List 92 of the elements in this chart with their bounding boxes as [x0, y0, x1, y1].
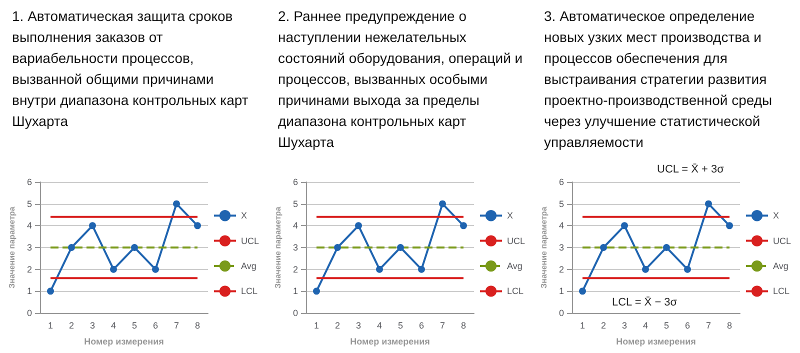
point — [89, 222, 96, 230]
y-tick-label: 5 — [558, 198, 564, 209]
point — [173, 200, 180, 208]
y-tick-label: 4 — [558, 220, 564, 231]
legend-label: Avg — [506, 261, 522, 271]
x-tick-label: 2 — [600, 320, 606, 330]
point — [194, 222, 201, 230]
point — [152, 266, 159, 273]
x-tick-label: 2 — [334, 320, 340, 330]
y-tick-label: 5 — [26, 198, 32, 209]
chart-title: 2. Раннее предупреждение о наступлении нежелательных состояний оборудования, операций и процессов, вызванных особыми причинами выхода за пределы диапазона контрольных карт Шухарта — [277, 7, 524, 152]
y-axis-title: Значение параметра — [8, 206, 17, 288]
x-axis-title: Номер измерения — [84, 336, 164, 346]
point — [110, 266, 117, 273]
legend-label: Avg — [772, 261, 788, 271]
x-tick-label: 2 — [68, 320, 74, 330]
y-tick-label: 3 — [558, 242, 564, 252]
chart-title: 1. Автоматическая защита сроков выполнения заказов от вариабельности процессов, вызванной общими причинами внутри диапазона контрольных карт Шухарта — [11, 7, 250, 131]
y-axis-title: Значение параметра — [540, 206, 549, 288]
y-tick-label: 6 — [26, 177, 32, 187]
y-tick-label: 0 — [292, 308, 298, 318]
legend-label: X — [240, 210, 248, 221]
y-tick-label: 0 — [26, 308, 32, 318]
y-tick-label: 3 — [26, 242, 32, 252]
x-tick-label: 4 — [110, 320, 116, 330]
point — [600, 244, 607, 251]
point — [68, 244, 75, 251]
x-tick-label: 7 — [174, 320, 180, 330]
y-axis-title: Значение параметра — [274, 206, 283, 288]
x-tick-label: 4 — [376, 320, 382, 330]
y-tick-label: 2 — [292, 264, 298, 274]
x-tick-label: 1 — [314, 320, 320, 330]
point — [726, 222, 733, 230]
x-tick-label: 3 — [90, 320, 96, 330]
legend-label: X — [772, 210, 780, 221]
x-tick-label: 3 — [622, 320, 628, 330]
y-tick-label: 2 — [558, 264, 564, 274]
y-tick-label: 1 — [558, 286, 564, 296]
point — [579, 288, 586, 295]
annotation: LCL = X̄ − 3σ — [612, 296, 678, 308]
y-tick-label: 4 — [26, 220, 32, 231]
x-tick-label: 8 — [726, 320, 732, 330]
point — [418, 266, 425, 273]
text: UCL = X̄ + 3σ — [657, 162, 724, 176]
x-tick-label: 4 — [642, 320, 648, 330]
x-tick-label: 5 — [664, 320, 670, 330]
legend-label: UCL — [772, 236, 792, 246]
point — [460, 222, 467, 230]
point — [439, 200, 446, 208]
legend-label: LCL — [506, 286, 524, 296]
point — [47, 288, 54, 295]
point — [621, 222, 628, 230]
legend-label: LCL — [240, 286, 258, 296]
x-tick-label: 8 — [460, 320, 466, 330]
point — [684, 266, 691, 273]
x-tick-label: 8 — [194, 320, 200, 330]
y-tick-label: 6 — [292, 177, 298, 187]
x-tick-label: 6 — [418, 320, 424, 330]
legend-label: UCL — [506, 236, 526, 246]
y-tick-label: 1 — [26, 286, 32, 296]
x-axis-title: Номер измерения — [616, 336, 696, 346]
point — [397, 244, 404, 251]
point — [705, 200, 712, 208]
y-tick-label: 2 — [26, 264, 32, 274]
point — [355, 222, 362, 230]
x-tick-label: 3 — [356, 320, 362, 330]
x-tick-label: 7 — [440, 320, 446, 330]
point — [663, 244, 670, 251]
legend-label: UCL — [240, 236, 260, 246]
y-tick-label: 6 — [558, 177, 564, 187]
x-tick-label: 5 — [132, 320, 138, 330]
x-tick-label: 5 — [398, 320, 404, 330]
point — [334, 244, 341, 251]
x-tick-label: 6 — [684, 320, 690, 330]
y-tick-label: 0 — [558, 308, 564, 318]
x-tick-label: 6 — [152, 320, 158, 330]
point — [642, 266, 649, 273]
y-tick-label: 3 — [292, 242, 298, 252]
legend-label: LCL — [772, 286, 790, 296]
chart-title: 3. Автоматическое определение новых узких мест производства и процессов обеспечения для выстраивания стратегии развития проектно-производственной среды через улучшение статистической управляемости — [543, 7, 774, 152]
legend-label: Avg — [240, 261, 256, 271]
x-axis-title: Номер измерения — [350, 336, 430, 346]
y-tick-label: 1 — [292, 286, 298, 296]
y-tick-label: 5 — [292, 198, 298, 209]
point — [131, 244, 138, 251]
x-tick-label: 7 — [706, 320, 712, 330]
x-tick-label: 1 — [48, 320, 54, 330]
y-tick-label: 4 — [292, 220, 298, 231]
x-tick-label: 1 — [580, 320, 586, 330]
point — [376, 266, 383, 273]
point — [313, 288, 320, 295]
legend-label: X — [506, 210, 514, 221]
